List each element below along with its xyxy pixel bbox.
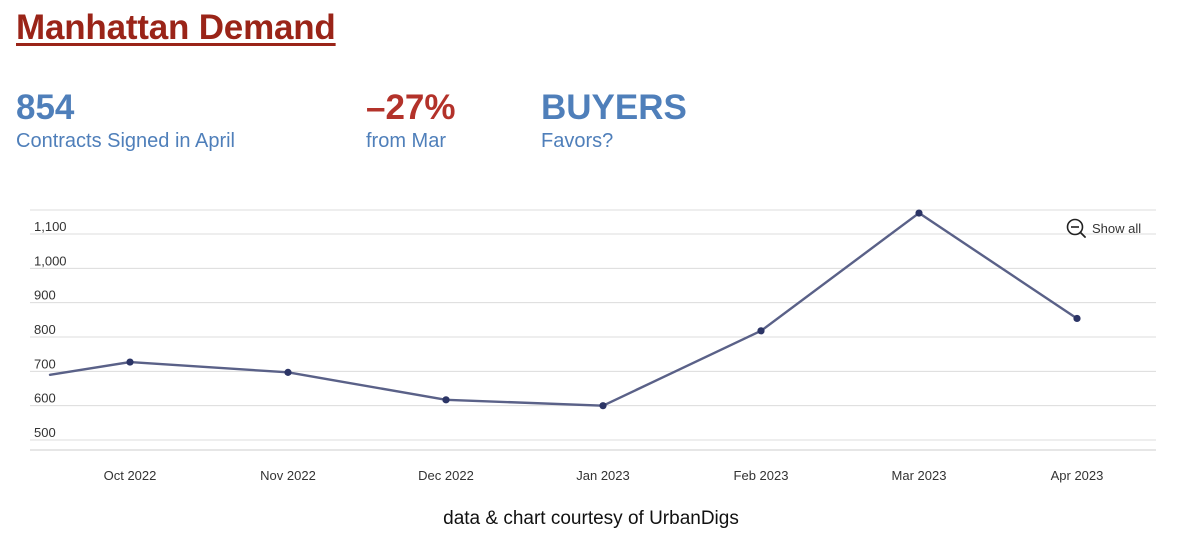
x-tick-label: Dec 2022 xyxy=(418,468,474,483)
stat-contracts-signed: 854 Contracts Signed in April xyxy=(16,88,235,154)
line-chart-svg: 500 600 700 800 900 1,000 1,100 Oct 2022 Nov 202… xyxy=(30,209,1156,483)
y-tick-label: 1,000 xyxy=(34,253,67,268)
y-tick-label: 1,100 xyxy=(34,219,67,234)
data-point xyxy=(442,396,450,404)
data-point xyxy=(1073,314,1081,323)
y-tick-label: 800 xyxy=(34,322,56,337)
data-point xyxy=(915,209,923,217)
stat-label: Contracts Signed in April xyxy=(16,130,236,152)
stat-market-favors: BUYERS Favors? xyxy=(541,88,687,154)
x-tick-label: Oct 2022 xyxy=(104,468,157,483)
footer-credit: data & chart courtesy of UrbanDigs xyxy=(443,508,739,529)
stat-label: Favors? xyxy=(541,130,614,152)
y-tick-label: 500 xyxy=(34,425,56,440)
data-point xyxy=(284,368,292,376)
y-tick-label: 600 xyxy=(34,391,56,406)
zoom-out-icon xyxy=(1066,218,1086,238)
x-tick-label: Jan 2023 xyxy=(576,468,630,483)
line-chart: 500 600 700 800 900 1,000 1,100 Oct 2022 Nov 202… xyxy=(0,196,1182,496)
x-tick-label: Feb 2023 xyxy=(734,468,789,483)
stat-value: BUYERS xyxy=(541,88,687,127)
stat-change-from-march: –27% from Mar xyxy=(366,88,456,154)
series-line xyxy=(48,211,1079,407)
y-tick-label: 900 xyxy=(34,288,56,303)
page-title: Manhattan Demand xyxy=(16,8,336,47)
data-point xyxy=(757,327,765,335)
stat-value: –27% xyxy=(366,88,456,127)
show-all-button[interactable]: Show all xyxy=(1066,218,1141,238)
x-tick-label: Mar 2023 xyxy=(892,468,947,483)
data-point xyxy=(126,358,134,366)
y-tick-label: 700 xyxy=(34,356,56,371)
x-tick-label: Nov 2022 xyxy=(260,468,316,483)
show-all-label: Show all xyxy=(1092,220,1142,236)
stat-value: 854 xyxy=(16,88,75,127)
data-point xyxy=(599,402,607,410)
x-tick-label: Apr 2023 xyxy=(1051,468,1104,483)
stat-label: from Mar xyxy=(366,130,446,152)
